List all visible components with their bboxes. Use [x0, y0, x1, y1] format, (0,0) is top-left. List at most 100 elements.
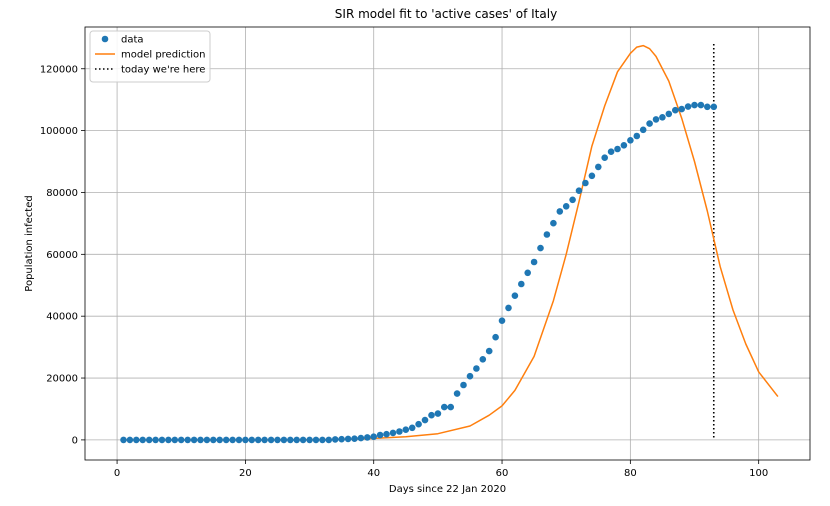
- y-tick-label: 0: [72, 435, 78, 446]
- data-point: [351, 435, 358, 443]
- data-point: [203, 436, 211, 444]
- data-point: [152, 436, 159, 444]
- legend: data model prediction today we're here: [89, 30, 211, 83]
- data-point: [287, 436, 294, 444]
- data-point: [530, 258, 538, 266]
- data-point: [710, 103, 718, 111]
- y-tick-label: 80000: [46, 188, 78, 199]
- y-tick-label: 120000: [40, 64, 78, 75]
- data-point: [665, 110, 673, 118]
- data-point: [652, 116, 660, 123]
- y-axis-ticks: 0 20000 40000 60000 80000 100000 120000: [40, 64, 85, 446]
- data-point: [216, 436, 223, 444]
- legend-items: data model prediction today we're here: [95, 35, 206, 76]
- model-prediction-group: [123, 44, 779, 441]
- data-point: [364, 434, 371, 441]
- data-point: [312, 436, 320, 444]
- x-axis-ticks: 0 20 40 60 80 100: [114, 460, 768, 479]
- x-tick-label: 20: [239, 468, 252, 479]
- data-point: [428, 411, 435, 419]
- data-point: [344, 435, 352, 443]
- data-point: [601, 154, 608, 161]
- data-point: [126, 436, 134, 444]
- data-point: [620, 142, 628, 149]
- x-tick-label: 100: [749, 468, 768, 479]
- data-point: [133, 436, 140, 444]
- legend-label: data: [121, 35, 144, 46]
- data-point: [190, 436, 198, 444]
- data-point: [171, 436, 179, 444]
- grid-lines: [85, 27, 810, 460]
- data-point: [261, 436, 268, 444]
- data-point: [569, 196, 576, 204]
- data-point: [550, 219, 557, 227]
- data-point: [210, 436, 217, 444]
- data-point: [518, 280, 525, 288]
- plot-frame: [84, 26, 811, 461]
- data-point: [556, 208, 564, 215]
- y-axis-label: Population infected: [24, 195, 35, 291]
- data-point: [222, 436, 230, 444]
- data-point: [165, 436, 172, 444]
- data-point: [473, 365, 480, 372]
- x-tick-label: 60: [496, 468, 509, 479]
- legend-box: [89, 30, 211, 83]
- data-point: [543, 231, 551, 238]
- data-point: [646, 120, 653, 127]
- data-point: [505, 304, 512, 312]
- data-point: [479, 356, 487, 363]
- data-point: [184, 436, 191, 444]
- data-point: [575, 187, 583, 194]
- data-point: [434, 410, 442, 417]
- data-point: [299, 436, 307, 444]
- data-point: [274, 436, 281, 444]
- legend-label: model prediction: [121, 50, 206, 61]
- data-point: [453, 390, 461, 397]
- data-point: [177, 436, 185, 444]
- data-point: [293, 436, 301, 444]
- data-point: [248, 436, 256, 444]
- data-point: [498, 317, 506, 325]
- data-point: [485, 347, 493, 355]
- data-point: [639, 126, 647, 134]
- data-point: [659, 114, 666, 121]
- data-point: [357, 434, 365, 442]
- data-point: [421, 416, 429, 424]
- data-point: [492, 333, 499, 341]
- data-point: [633, 132, 641, 140]
- data-point: [145, 436, 153, 444]
- data-point: [562, 203, 570, 210]
- data-point: [254, 436, 262, 444]
- data-point: [242, 436, 249, 444]
- data-point: [389, 429, 397, 437]
- data-point: [370, 433, 378, 441]
- data-point: [235, 436, 243, 444]
- data-point: [319, 436, 326, 444]
- y-tick-label: 100000: [40, 126, 78, 137]
- data-point: [267, 436, 275, 444]
- data-point: [120, 436, 127, 444]
- data-point: [408, 424, 416, 432]
- data-points-group: [120, 101, 718, 444]
- data-point: [460, 381, 467, 389]
- data-point: [697, 101, 705, 109]
- data-point: [691, 101, 698, 109]
- data-point: [139, 436, 146, 444]
- legend-marker-data: [101, 35, 109, 43]
- data-point: [627, 137, 634, 144]
- data-point: [383, 430, 390, 438]
- model-prediction-line: [123, 44, 779, 441]
- data-point: [595, 163, 602, 171]
- data-point: [396, 428, 403, 435]
- chart-title: SIR model fit to 'active cases' of Italy: [335, 7, 557, 21]
- x-tick-label: 80: [624, 468, 637, 479]
- x-tick-label: 0: [114, 468, 120, 479]
- data-point: [537, 244, 544, 252]
- data-point: [229, 436, 236, 444]
- data-point: [704, 103, 711, 111]
- data-point: [197, 436, 204, 444]
- x-axis-label: Days since 22 Jan 2020: [389, 484, 506, 495]
- data-point: [678, 105, 685, 113]
